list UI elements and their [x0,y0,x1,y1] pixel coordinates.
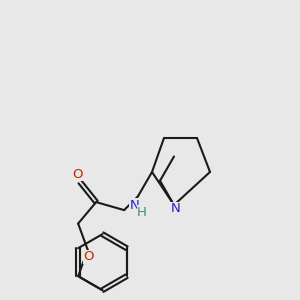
Text: O: O [83,250,94,263]
Text: H: H [137,206,147,219]
Text: N: N [129,199,139,212]
Text: O: O [72,168,83,181]
Text: N: N [171,202,181,215]
